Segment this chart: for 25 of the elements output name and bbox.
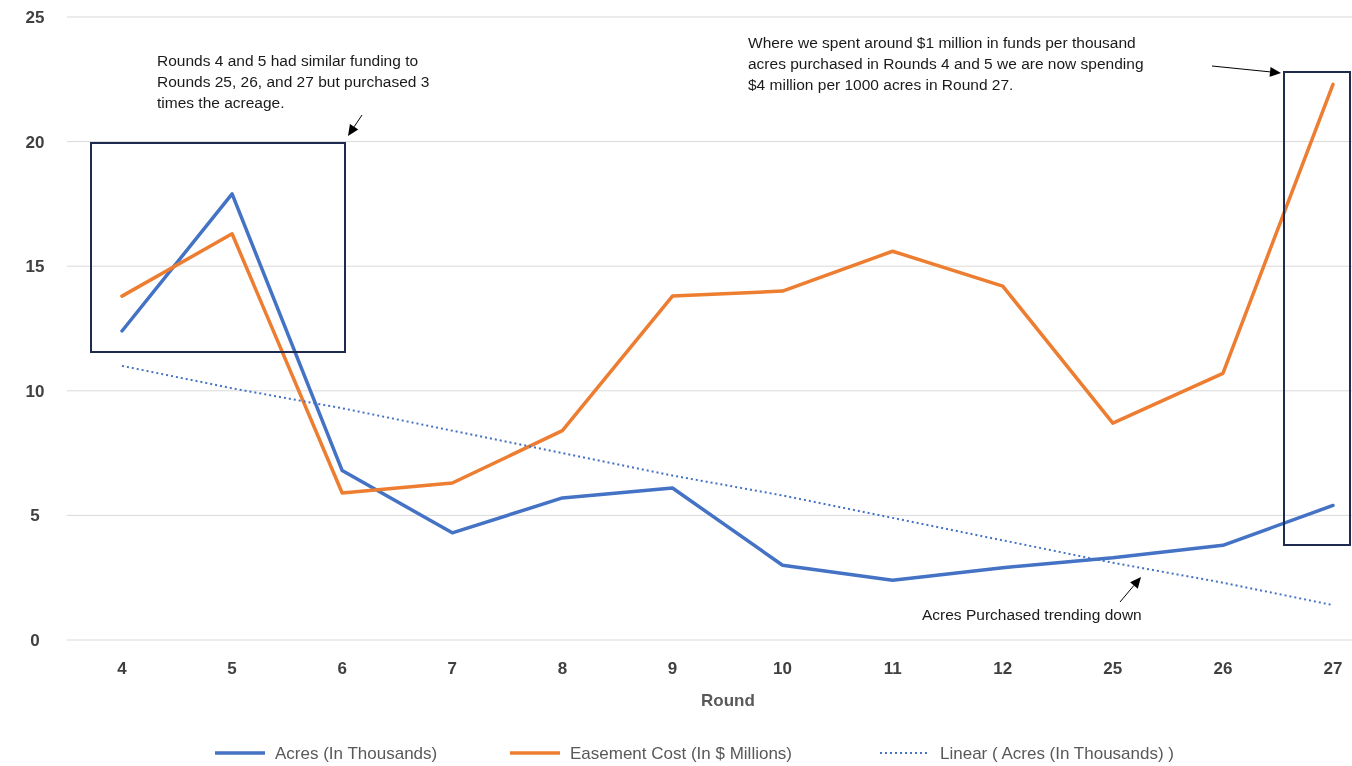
y-tick-label: 25 [25,7,45,27]
x-tick-label: 8 [557,658,568,678]
legend-label: Easement Cost (In $ Millions) [570,743,793,763]
x-tick-label: 6 [337,658,347,678]
x-tick-label: 7 [447,658,458,678]
legend-label: Acres (In Thousands) [275,743,438,763]
x-tick-label: 25 [1103,658,1123,678]
y-tick-label: 5 [30,506,40,526]
x-tick-label: 10 [773,658,793,678]
annotation: Rounds 4 and 5 had similar funding to Rounds 25, 26, and 27 but purchased 3 times the acreage. [157,52,430,111]
legend-label: Linear ( Acres (In Thousands) ) [940,743,1175,763]
x-tick-label: 27 [1323,658,1343,678]
x-tick-label: 5 [227,658,237,678]
x-tick-label: 12 [993,658,1013,678]
x-axis-title: Round [701,690,755,710]
x-tick-label: 26 [1213,658,1233,678]
x-tick-label: 9 [667,658,678,678]
annotation: Where we spent around $1 million in funds per thousand acres purchased in Rounds 4 and 5 we are now spending $4 million per 1000 acres in Round 27. [748,34,1144,93]
x-tick-label: 11 [883,658,902,678]
y-tick-label: 15 [25,257,45,277]
y-tick-label: 10 [25,381,45,401]
x-tick-label: 4 [117,658,128,678]
y-tick-label: 20 [25,132,45,152]
y-tick-label: 0 [30,630,40,650]
annotation: Acres Purchased trending down [922,606,1142,623]
